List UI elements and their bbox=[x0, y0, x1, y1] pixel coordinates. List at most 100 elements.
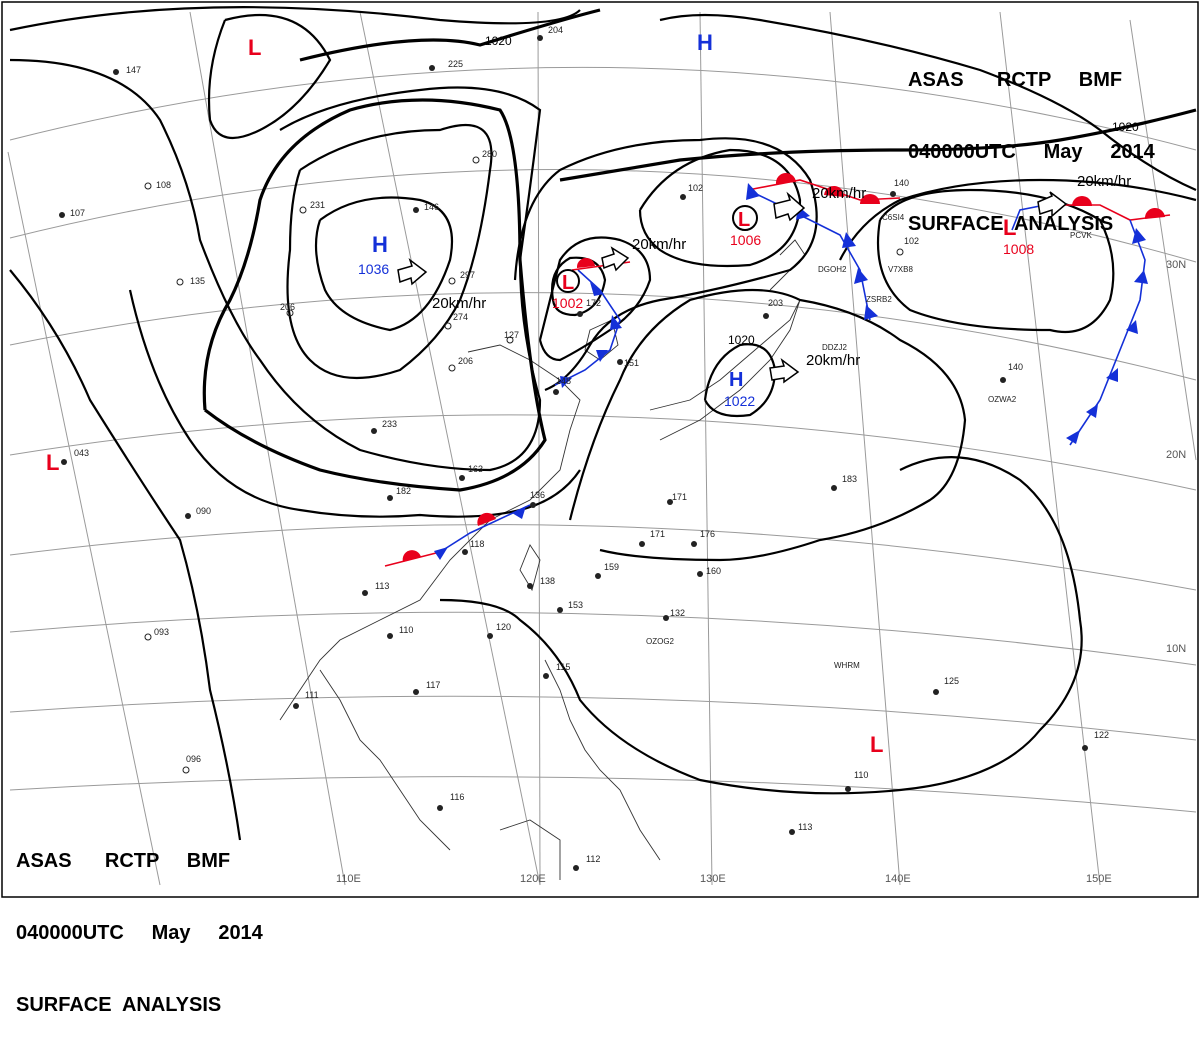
isobar bbox=[207, 13, 332, 140]
station-pressure: 204 bbox=[548, 25, 563, 35]
motion-arrow-icon bbox=[1037, 191, 1068, 218]
station-plot: 172 bbox=[577, 298, 601, 317]
title-line-product: SURFACE ANALYSIS bbox=[16, 994, 222, 1016]
high-pressure-symbol: H bbox=[372, 232, 388, 257]
motion-speed-label: 20km/hr bbox=[806, 352, 860, 369]
station-pressure: 043 bbox=[74, 448, 89, 458]
station-plot: 171 bbox=[639, 529, 665, 547]
station-plot: 116 bbox=[437, 792, 464, 811]
station-plot: 117 bbox=[413, 680, 440, 695]
low-pressure-symbol: L bbox=[46, 450, 59, 475]
station-plot: 113 bbox=[362, 581, 389, 596]
station-pressure: 203 bbox=[768, 298, 783, 308]
station-plot: 146 bbox=[413, 202, 439, 213]
warm-front-pip bbox=[824, 185, 845, 197]
station-pressure: 116 bbox=[450, 792, 464, 802]
low-pressure-symbol: L bbox=[738, 209, 750, 231]
station-pressure: 274 bbox=[453, 312, 468, 322]
station-plots: 225 280 206 204 231 147 108 107 135 146 … bbox=[59, 25, 1109, 871]
latitude-line-30n bbox=[9, 169, 1197, 263]
station-pressure: 171 bbox=[672, 492, 687, 502]
station-pressure: 125 bbox=[944, 676, 959, 686]
ship-id: ZSRB2 bbox=[866, 295, 892, 304]
station-pressure: 206 bbox=[280, 302, 295, 312]
latitude-line-15n bbox=[9, 524, 1197, 591]
low-pressure-symbol: L bbox=[248, 35, 261, 60]
station-plot: 112 bbox=[573, 854, 600, 871]
station-plot: 118 bbox=[462, 539, 484, 555]
station-pressure: 110 bbox=[399, 625, 413, 635]
station-pressure: 090 bbox=[196, 506, 211, 516]
station-pressure: 159 bbox=[604, 562, 619, 572]
station-plot: 140 bbox=[890, 178, 909, 197]
station-plot: 093 bbox=[144, 627, 169, 641]
low-pressure-symbol: L bbox=[870, 732, 883, 757]
cold-front-triangle bbox=[434, 547, 448, 560]
station-pressure: 115 bbox=[556, 662, 570, 672]
ship-id: DGOH2 bbox=[818, 265, 847, 274]
latitude-line-35n bbox=[9, 66, 1197, 151]
station-pressure: 151 bbox=[624, 358, 639, 368]
station-pressure: 148 bbox=[556, 376, 571, 386]
ship-id: WHRM bbox=[834, 661, 860, 670]
isobar bbox=[9, 58, 542, 472]
isobar-1020-west bbox=[202, 98, 547, 492]
station-pressure: 138 bbox=[540, 576, 555, 586]
lon-label: 140E bbox=[885, 873, 911, 885]
low-pressure-value: 1002 bbox=[552, 295, 583, 311]
isobar-1020-north bbox=[299, 8, 601, 62]
warm-front-pip bbox=[1144, 207, 1165, 219]
station-pressure: 146 bbox=[424, 202, 439, 212]
station-plot: 125 bbox=[933, 676, 959, 695]
station-plot: 090 bbox=[185, 506, 211, 519]
station-plot: 108 bbox=[144, 180, 171, 190]
station-pressure: 113 bbox=[798, 822, 812, 832]
station-pressure: 102 bbox=[688, 183, 703, 193]
latitude-line-10n bbox=[9, 611, 1197, 666]
cold-front-triangle bbox=[590, 282, 604, 296]
cold-front-line bbox=[747, 189, 871, 321]
longitude-line-100e bbox=[7, 151, 161, 886]
low-pressure-symbol: L bbox=[562, 272, 574, 294]
station-plot: 160 bbox=[697, 566, 721, 577]
station-pressure: 135 bbox=[190, 276, 205, 286]
isobar bbox=[9, 269, 242, 841]
pressure-centers: L H H 1036 L 1002 L 1006 L 1008 H 1022 L… bbox=[46, 30, 1034, 757]
motion-speed-label: 20km/hr bbox=[812, 185, 866, 202]
station-pressure: 120 bbox=[496, 622, 511, 632]
warm-front-pip bbox=[1072, 196, 1092, 206]
stationary-front-line-cold bbox=[439, 504, 531, 553]
cold-front-triangle bbox=[864, 305, 878, 320]
chart-title-bottom: ASAS RCTP BMF 040000UTC May 2014 SURFACE… bbox=[16, 801, 263, 1041]
station-plot: 135 bbox=[176, 276, 205, 286]
isobar-labels: 1020 1020 1020 bbox=[485, 34, 1139, 347]
isobar bbox=[314, 196, 454, 332]
cold-front-triangle bbox=[512, 506, 526, 519]
isobar bbox=[538, 236, 652, 362]
station-pressure: 113 bbox=[375, 581, 389, 591]
isobar bbox=[839, 178, 1197, 261]
isobar-label: 1020 bbox=[1112, 120, 1139, 134]
station-pressure: 102 bbox=[904, 236, 919, 246]
station-pressure: 225 bbox=[448, 59, 463, 69]
motion-speed-label: 20km/hr bbox=[1077, 173, 1131, 190]
low-pressure-value: 1008 bbox=[1003, 241, 1034, 257]
cold-front-triangle bbox=[1134, 270, 1148, 284]
station-pressure: 183 bbox=[842, 474, 857, 484]
station-pressure: 171 bbox=[650, 529, 665, 539]
station-plot: 138 bbox=[527, 576, 555, 589]
isobar bbox=[568, 288, 967, 562]
station-plot: 151 bbox=[617, 358, 639, 368]
station-plot: 043 bbox=[61, 448, 89, 465]
station-pressure: 122 bbox=[1094, 730, 1109, 740]
title-line-time: 040000UTC May 2014 bbox=[16, 922, 263, 944]
longitude-line-150e bbox=[999, 11, 1101, 886]
station-pressure: 280 bbox=[482, 149, 497, 159]
station-plot: 163 bbox=[459, 464, 483, 481]
station-pressure: 172 bbox=[586, 298, 601, 308]
chart-title-top: ASAS RCTP BMF 040000UTC May 2014 SURFACE… bbox=[908, 20, 1155, 260]
station-plot: 206 bbox=[448, 356, 473, 372]
isobar bbox=[128, 289, 581, 518]
isobar bbox=[9, 6, 581, 32]
warm-front-pip bbox=[775, 172, 796, 184]
